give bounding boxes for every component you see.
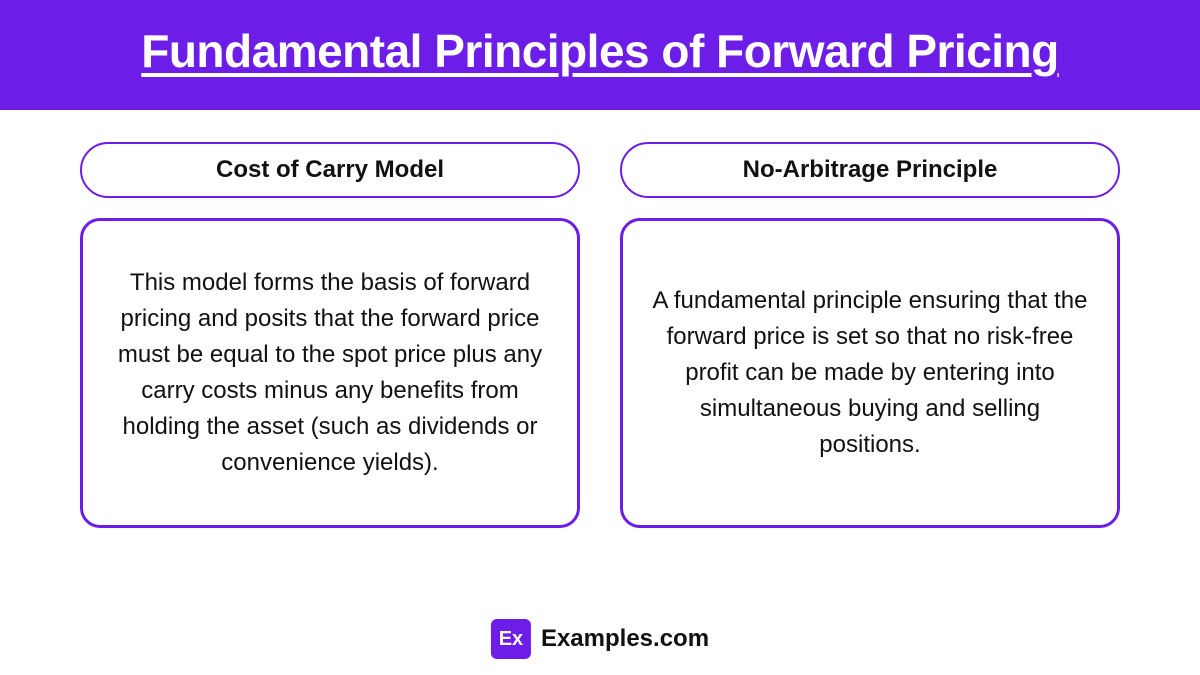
logo-badge-icon: Ex	[491, 619, 531, 659]
column-right: No-Arbitrage Principle A fundamental pri…	[620, 142, 1120, 528]
column-title-pill: Cost of Carry Model	[80, 142, 580, 198]
column-body-text: A fundamental principle ensuring that th…	[651, 283, 1089, 463]
column-body-box: A fundamental principle ensuring that th…	[620, 218, 1120, 528]
header-banner: Fundamental Principles of Forward Pricin…	[0, 0, 1200, 110]
content-area: Cost of Carry Model This model forms the…	[0, 110, 1200, 528]
column-body-box: This model forms the basis of forward pr…	[80, 218, 580, 528]
column-left: Cost of Carry Model This model forms the…	[80, 142, 580, 528]
footer-label: Examples.com	[541, 625, 709, 653]
column-title-pill: No-Arbitrage Principle	[620, 142, 1120, 198]
column-body-text: This model forms the basis of forward pr…	[111, 265, 549, 481]
page-title: Fundamental Principles of Forward Pricin…	[40, 24, 1160, 78]
footer: Ex Examples.com	[491, 619, 709, 659]
